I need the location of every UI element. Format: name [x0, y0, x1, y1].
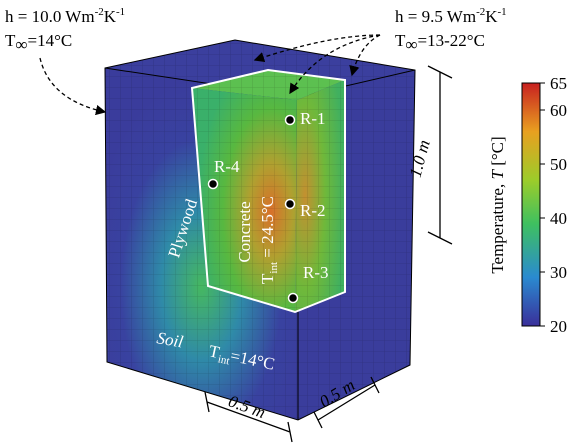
- text: Temperature,: [488, 180, 507, 274]
- text: =13-22°C: [418, 31, 485, 50]
- colorbar-tick-label: 65: [550, 74, 567, 93]
- colorbar-tick-label: 40: [550, 209, 567, 228]
- text: h = 10.0 Wm: [5, 7, 95, 26]
- sensor-label: R-2: [300, 201, 326, 220]
- text: int: [268, 262, 280, 274]
- text: [°C]: [488, 136, 507, 170]
- text: -1: [116, 6, 125, 18]
- sensor-label: R-3: [303, 263, 329, 282]
- bc-right-h: h = 9.5 Wm-2K-1: [395, 6, 507, 26]
- colorbar: [522, 83, 540, 326]
- colorbar-tick-label: 30: [550, 263, 567, 282]
- text: K: [104, 7, 117, 26]
- text: int: [217, 353, 231, 367]
- figure: h = 10.0 Wm-2K-1 T∞=14°C h = 9.5 Wm-2K-1…: [0, 0, 581, 447]
- colorbar-tick-label: 20: [550, 317, 567, 336]
- bc-left-h: h = 10.0 Wm-2K-1: [5, 6, 125, 26]
- text: =14°C: [28, 31, 73, 50]
- concrete-label: Concrete: [235, 201, 254, 262]
- sensor-label: R-4: [214, 157, 240, 176]
- bc-left-t: T∞=14°C: [5, 31, 72, 54]
- text: h = 9.5 Wm: [395, 7, 476, 26]
- colorbar-label: Temperature, T [°C]: [488, 136, 507, 273]
- text: T: [258, 273, 277, 284]
- text: K: [485, 7, 498, 26]
- text: ∞: [405, 35, 417, 54]
- text: T: [5, 31, 16, 50]
- bc-right-t: T∞=13-22°C: [395, 31, 485, 54]
- text: -2: [95, 6, 104, 18]
- sensor-label: R-1: [300, 109, 326, 128]
- colorbar-tick-label: 50: [550, 155, 567, 174]
- text: T: [395, 31, 406, 50]
- text: ∞: [15, 35, 27, 54]
- text: -2: [476, 6, 485, 18]
- colorbar-tick-label: 60: [550, 101, 567, 120]
- text: -1: [498, 6, 507, 18]
- text: = 24.5°C: [258, 196, 277, 262]
